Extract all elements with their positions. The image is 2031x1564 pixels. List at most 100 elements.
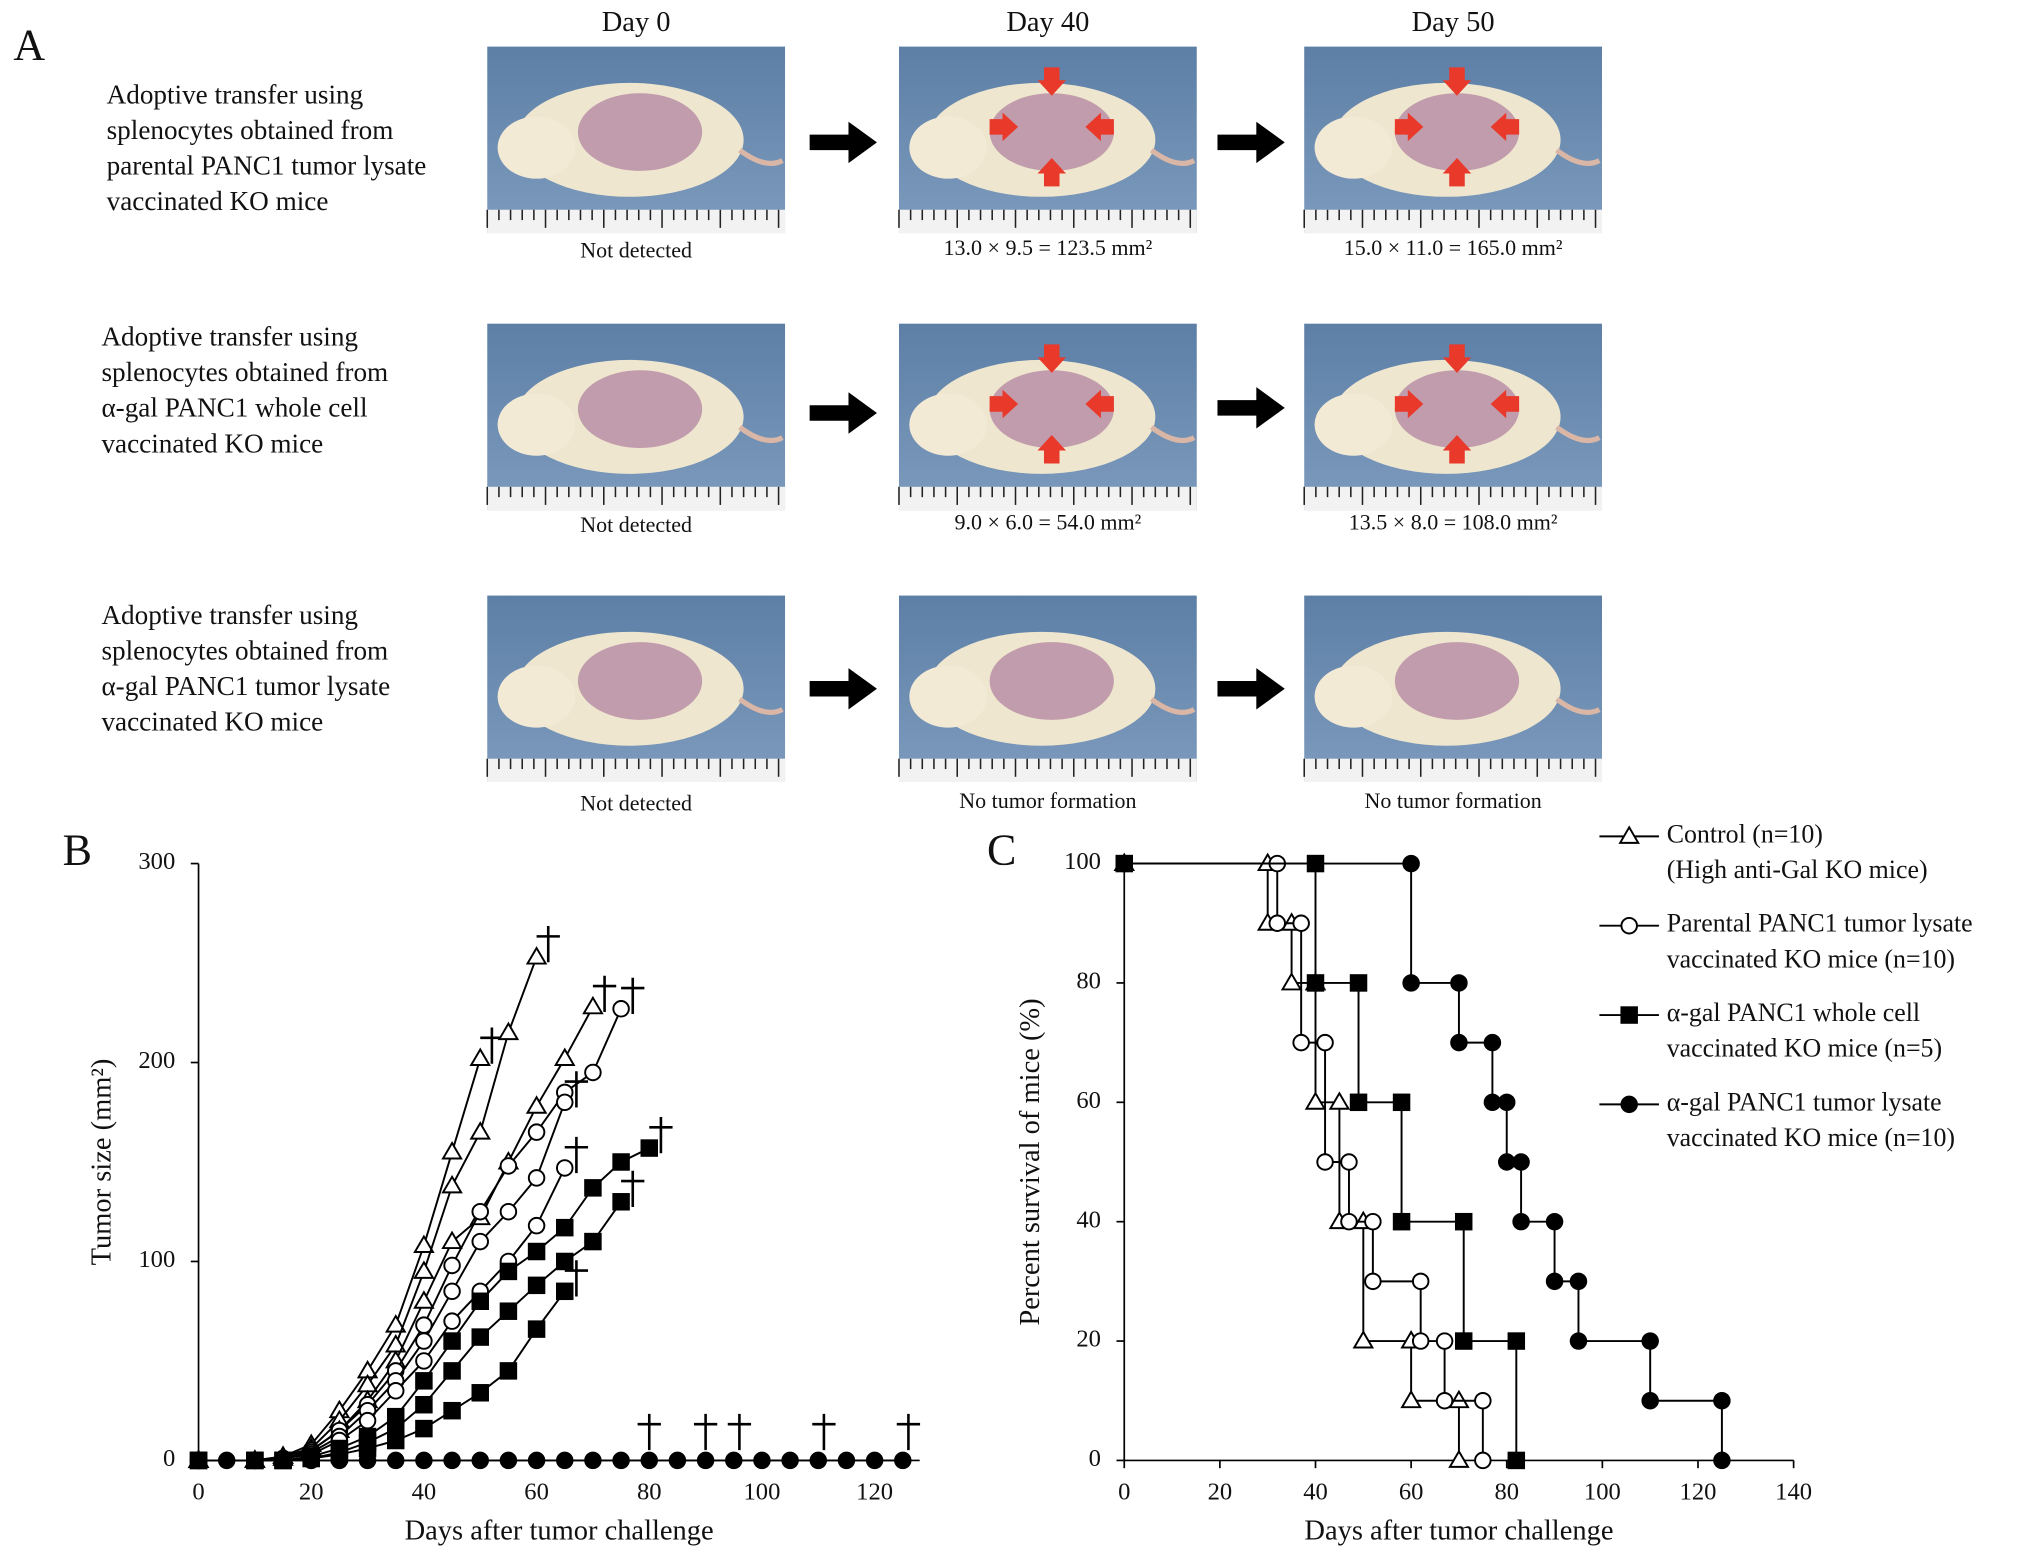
marker bbox=[1545, 1272, 1564, 1291]
death-cross bbox=[621, 1170, 645, 1207]
row-description: α-gal PANC1 tumor lysate bbox=[101, 671, 390, 701]
mouse-head bbox=[1314, 665, 1393, 728]
marker bbox=[1411, 1272, 1430, 1291]
marker bbox=[413, 1260, 435, 1279]
marker bbox=[640, 1451, 659, 1470]
mouse-photo bbox=[1303, 46, 1602, 234]
marker bbox=[330, 1451, 349, 1470]
row-description: vaccinated KO mice bbox=[107, 186, 329, 216]
y-tick-label: 0 bbox=[163, 1445, 175, 1472]
x-tick-label: 80 bbox=[1494, 1479, 1519, 1506]
marker bbox=[1641, 1391, 1659, 1410]
marker bbox=[499, 1302, 518, 1320]
death-cross bbox=[649, 1116, 673, 1154]
legend-label: Control (n=10) bbox=[1667, 819, 1823, 848]
marker bbox=[499, 1451, 518, 1470]
marker bbox=[1304, 1091, 1327, 1110]
skin-patch bbox=[1394, 93, 1520, 171]
death-cross bbox=[727, 1413, 752, 1451]
mouse-photo bbox=[1303, 323, 1602, 511]
marker bbox=[865, 1451, 884, 1470]
marker bbox=[471, 1451, 489, 1470]
photo-caption: 9.0 × 6.0 = 54.0 mm² bbox=[955, 509, 1142, 534]
red-arrow bbox=[1490, 112, 1520, 142]
x-tick-label: 40 bbox=[412, 1479, 437, 1506]
mouse-head bbox=[909, 393, 988, 456]
red-arrow bbox=[1394, 389, 1424, 419]
marker bbox=[640, 1139, 659, 1157]
red-arrow bbox=[1442, 435, 1472, 464]
panel-label: A bbox=[13, 20, 45, 69]
panel-label: C bbox=[987, 826, 1016, 875]
marker bbox=[1474, 1391, 1492, 1410]
mouse-photo bbox=[898, 323, 1197, 511]
marker bbox=[1474, 1451, 1492, 1470]
mouse-head bbox=[1314, 393, 1393, 456]
marker bbox=[499, 1202, 518, 1221]
legend-marker bbox=[1620, 916, 1638, 935]
y-tick-label: 100 bbox=[138, 1246, 175, 1273]
photo-caption: Not detected bbox=[580, 790, 692, 815]
arrow bbox=[1217, 387, 1285, 429]
marker bbox=[499, 1362, 518, 1380]
mouse-tail bbox=[1149, 697, 1196, 715]
series-line bbox=[198, 1147, 650, 1462]
marker bbox=[358, 1411, 377, 1430]
marker bbox=[1507, 1332, 1526, 1350]
marker bbox=[471, 1202, 489, 1221]
y-tick-label: 20 bbox=[1076, 1326, 1101, 1353]
marker bbox=[584, 1232, 602, 1251]
marker bbox=[471, 1384, 489, 1402]
marker bbox=[443, 1312, 461, 1330]
ruler bbox=[898, 758, 1197, 782]
arrows bbox=[809, 121, 1285, 710]
marker bbox=[584, 1451, 602, 1470]
marker bbox=[668, 1451, 687, 1470]
marker bbox=[1280, 971, 1303, 991]
marker bbox=[358, 1451, 377, 1470]
row-description: Adoptive transfer using bbox=[101, 600, 358, 630]
marker bbox=[415, 1352, 433, 1370]
marker bbox=[386, 1431, 405, 1450]
red-arrow bbox=[1037, 67, 1066, 96]
series-line bbox=[1124, 862, 1460, 1461]
mouse-photo bbox=[898, 595, 1197, 782]
marker bbox=[1402, 974, 1420, 992]
marker bbox=[612, 1000, 630, 1018]
mouse-tail bbox=[1555, 697, 1601, 715]
marker bbox=[1411, 1332, 1430, 1350]
marker bbox=[497, 1021, 520, 1041]
marker bbox=[525, 1095, 548, 1114]
skin-patch bbox=[1394, 642, 1520, 720]
ruler bbox=[1304, 209, 1602, 234]
marker bbox=[781, 1451, 799, 1470]
legend-marker bbox=[1620, 1095, 1638, 1114]
x-tick-label: 120 bbox=[856, 1479, 893, 1506]
marker bbox=[894, 1451, 912, 1470]
mouse-head bbox=[497, 665, 576, 728]
marker bbox=[274, 1451, 292, 1470]
x-axis-label: Days after tumor challenge bbox=[1304, 1515, 1613, 1546]
mouse-tail bbox=[738, 148, 784, 166]
marker bbox=[441, 1230, 463, 1250]
column-header: Day 40 bbox=[1006, 7, 1089, 38]
legend-label: (High anti-Gal KO mice) bbox=[1667, 855, 1928, 884]
mouse-tail bbox=[1149, 425, 1196, 443]
x-tick-label: 40 bbox=[1303, 1479, 1328, 1506]
marker bbox=[246, 1451, 264, 1470]
marker bbox=[384, 1314, 407, 1333]
marker bbox=[1435, 1391, 1454, 1410]
death-cross bbox=[564, 1260, 589, 1297]
y-tick-label: 80 bbox=[1076, 968, 1101, 995]
marker bbox=[1569, 1272, 1588, 1291]
red-arrow bbox=[1037, 344, 1066, 373]
mouse-tail bbox=[1555, 148, 1601, 166]
mouse-head bbox=[909, 665, 988, 728]
marker bbox=[469, 1121, 491, 1140]
marker bbox=[1392, 1212, 1411, 1231]
marker bbox=[556, 1451, 574, 1470]
marker bbox=[527, 1242, 546, 1261]
mouse-tail bbox=[738, 425, 784, 443]
marker bbox=[1713, 1391, 1731, 1410]
marker bbox=[471, 1328, 489, 1346]
